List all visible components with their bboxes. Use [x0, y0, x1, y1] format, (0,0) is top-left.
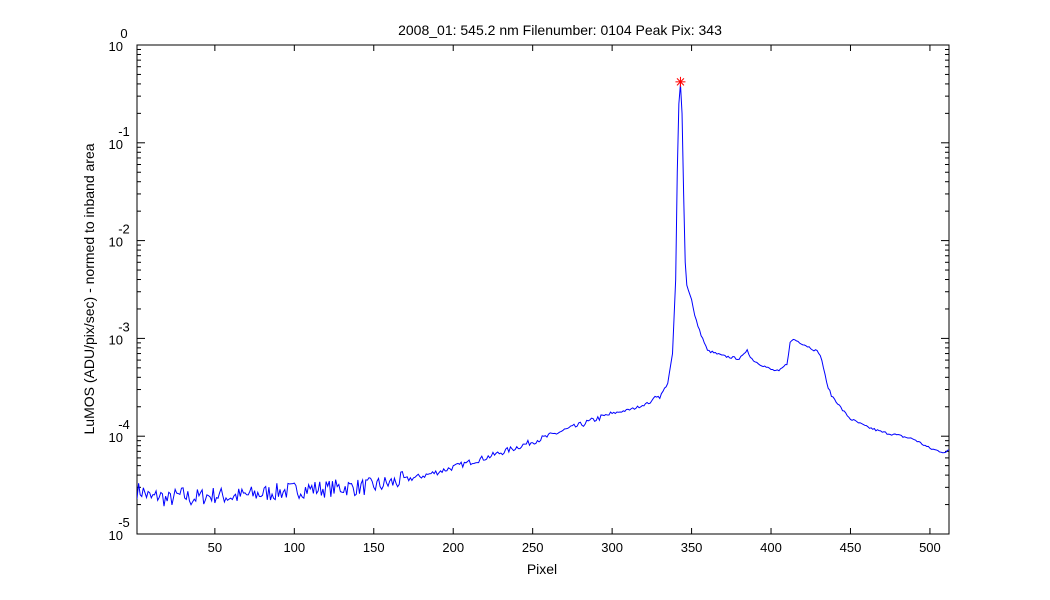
y-tick-label-base: 10: [109, 235, 123, 250]
x-axis-ticks: 50 100 150 200 250 300 350 400 450 500: [208, 45, 941, 555]
x-tick-label: 200: [442, 540, 464, 555]
y-tick-label-exponent: -3: [118, 319, 130, 334]
y-tick-label-base: 10: [109, 39, 123, 54]
y-tick-label-exponent: -1: [118, 124, 130, 139]
x-tick-label: 300: [601, 540, 623, 555]
x-tick-label: 150: [363, 540, 385, 555]
chart-title: 2008_01: 545.2 nm Filenumber: 0104 Peak …: [398, 22, 722, 38]
series-line: [137, 83, 949, 507]
x-tick-label: 50: [208, 540, 222, 555]
x-tick-label: 500: [919, 540, 941, 555]
series-layer: [137, 83, 949, 507]
y-tick-label-exponent: -5: [118, 515, 130, 530]
x-tick-label: 100: [283, 540, 305, 555]
x-axis-label: Pixel: [527, 561, 557, 577]
plot-area: [136, 44, 950, 535]
x-tick-label: 250: [522, 540, 544, 555]
y-tick-label-base: 10: [109, 528, 123, 543]
y-tick-label-exponent: -2: [118, 222, 130, 237]
x-tick-label: 450: [840, 540, 862, 555]
x-tick-label: 400: [760, 540, 782, 555]
y-tick-label-base: 10: [109, 137, 123, 152]
y-axis-label: LuMOS (ADU/pix/sec) - normed to inband a…: [81, 143, 97, 434]
x-tick-label: 350: [681, 540, 703, 555]
y-tick-label-exponent: 0: [120, 26, 127, 41]
y-tick-label-base: 10: [109, 430, 123, 445]
y-tick-label-base: 10: [109, 332, 123, 347]
y-tick-label-exponent: -4: [118, 417, 130, 432]
marker-layer: [675, 76, 686, 87]
peak-marker: [675, 76, 686, 87]
